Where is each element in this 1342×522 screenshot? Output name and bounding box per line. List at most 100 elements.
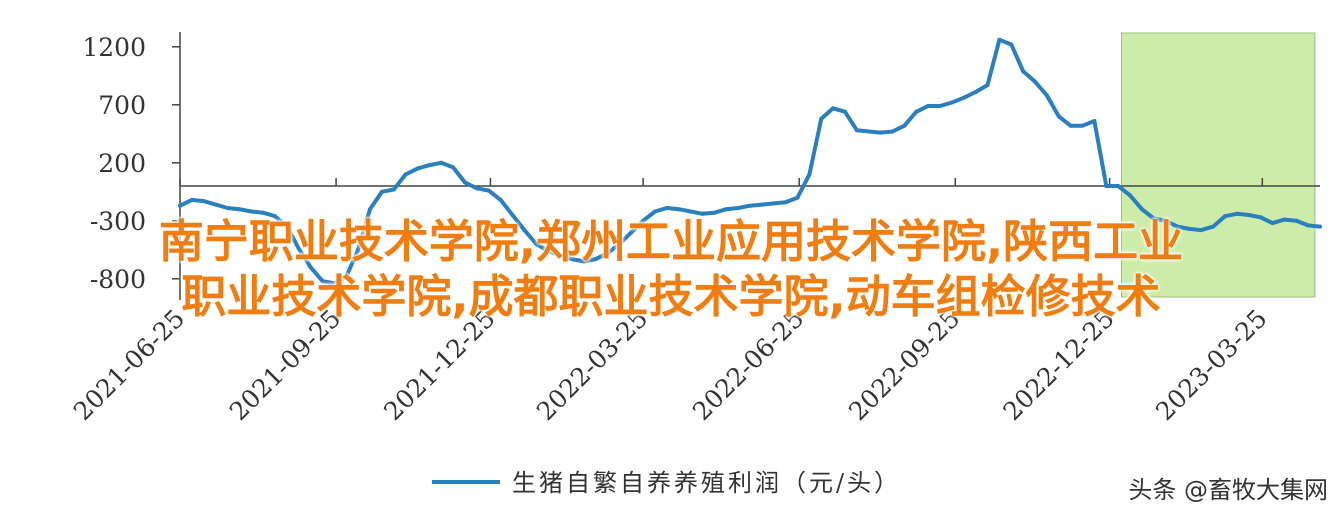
data-point [938,104,942,108]
data-point [641,218,646,223]
data-point [914,109,919,114]
data-point [759,202,764,207]
data-point [1270,221,1275,226]
series-points [178,37,1322,286]
data-point [997,37,1002,42]
data-point [1211,224,1216,229]
data-point [1104,184,1109,188]
data-point [225,206,230,210]
data-point [653,209,657,214]
data-point [1306,223,1311,228]
data-point [320,279,325,284]
y-tick-label: -300 [90,207,146,236]
data-point [1318,224,1322,229]
data-point [403,172,408,177]
data-point [973,90,978,94]
data-point [1163,218,1168,223]
data-point [700,211,705,216]
watermark: 头条 @畜牧大集网 [1128,476,1328,504]
data-point [1151,216,1156,221]
data-point [1282,217,1287,222]
data-point [237,207,242,212]
data-point [415,166,420,171]
data-point [926,104,931,108]
data-point [1258,215,1263,220]
data-point [878,130,883,135]
data-point [189,197,194,202]
data-point [356,247,361,252]
data-point [178,203,182,208]
data-point [1223,214,1227,219]
data-point [296,246,301,251]
data-point [486,188,491,193]
data-point [605,251,610,256]
y-tick-label: 1200 [82,33,146,62]
data-point [451,165,456,170]
data-point [273,214,277,219]
data-point [949,100,954,105]
data-point [1009,42,1014,47]
data-point [843,109,847,114]
data-point [1246,213,1251,217]
data-point [1033,79,1037,84]
data-point [284,224,289,229]
data-point [391,187,396,192]
data-point [593,257,598,262]
data-point [474,186,479,191]
data-point [368,207,372,212]
data-point [819,116,824,121]
data-point [1044,93,1049,98]
data-point [629,230,634,235]
data-point [249,209,254,214]
data-point [676,207,681,212]
data-point [510,213,515,217]
data-point [771,201,776,206]
legend-label: 生猪自繁自养养殖利润（元/头） [512,469,901,497]
data-point [344,274,349,279]
data-point [712,210,717,215]
data-point [498,197,503,202]
data-point [736,206,741,210]
data-point [902,123,907,128]
data-point [1187,226,1192,231]
data-point [1234,211,1239,216]
data-point [724,207,729,212]
data-point [961,95,966,100]
data-point [1080,123,1085,128]
y-axis-ticks: 1200 700 200 -300 -800 [82,33,180,294]
data-point [569,257,574,262]
data-point [201,199,206,204]
data-point [439,160,444,165]
data-point [890,129,895,134]
data-point [1116,184,1121,188]
y-tick-label: 700 [98,91,146,120]
overlay-caption-line-2: 职业技术学院,成都职业技术学院,动车组检修技术 [181,270,1161,323]
y-tick-label: 200 [98,149,146,178]
data-point [664,206,669,210]
data-point [427,163,432,168]
data-point [854,128,859,133]
data-point [1068,123,1073,128]
data-point [783,200,788,205]
data-point [1294,218,1299,223]
shaded-region [1121,32,1316,298]
data-point [795,195,800,200]
legend: 生猪自繁自养养殖利润（元/头） [432,469,901,497]
y-tick-label: -800 [90,265,146,294]
overlay-caption-line-1: 南宁职业技术学院,郑州工业应用技术学院,陕西工业 [158,215,1184,268]
data-point [1128,193,1132,198]
data-point [213,202,218,207]
data-point [379,189,384,194]
data-point [866,129,871,134]
data-point [1056,114,1061,119]
data-point [688,209,693,214]
data-point [831,106,836,111]
data-point [985,83,990,88]
data-point [1199,228,1204,233]
data-point [463,180,467,185]
data-point [617,242,622,246]
data-point [581,259,586,264]
data-point [558,253,562,258]
data-point [522,228,527,233]
data-point [534,242,539,246]
